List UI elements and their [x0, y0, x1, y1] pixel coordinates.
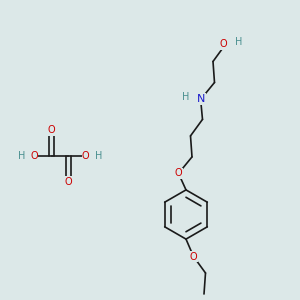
Text: H: H [18, 151, 25, 161]
Text: H: H [182, 92, 189, 102]
Text: H: H [95, 151, 102, 161]
Text: N: N [197, 94, 205, 104]
Text: O: O [30, 151, 38, 161]
Text: O: O [64, 177, 72, 187]
Text: O: O [220, 39, 227, 49]
Text: O: O [190, 251, 197, 262]
Text: H: H [235, 37, 242, 47]
Text: O: O [175, 168, 182, 178]
Text: O: O [48, 125, 56, 135]
Text: O: O [82, 151, 90, 161]
